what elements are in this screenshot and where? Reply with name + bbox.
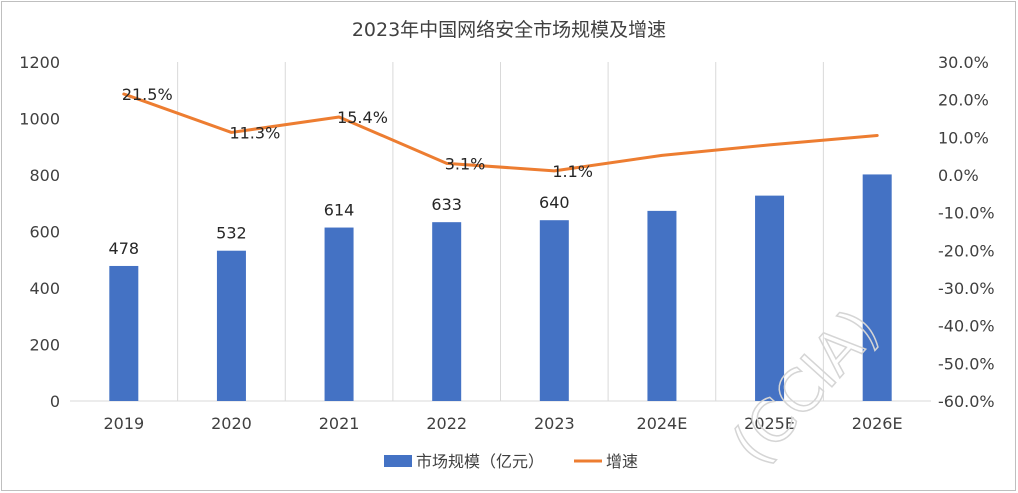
line-value-label: 3.1% bbox=[445, 154, 486, 173]
left-axis-tick-label: 400 bbox=[29, 279, 60, 298]
line-value-label: 1.1% bbox=[552, 162, 593, 181]
x-axis-tick-label: 2019 bbox=[103, 414, 144, 433]
left-axis-tick-label: 1200 bbox=[19, 53, 60, 72]
grid-lines bbox=[70, 62, 931, 402]
bar-value-label: 614 bbox=[324, 201, 355, 220]
bar-value-label: 478 bbox=[109, 239, 140, 258]
right-axis-tick-label: 30.0% bbox=[938, 53, 989, 72]
bar-value-label: 640 bbox=[539, 193, 570, 212]
bar bbox=[539, 220, 569, 401]
bar bbox=[647, 210, 677, 401]
right-axis-tick-label: 10.0% bbox=[938, 128, 989, 147]
bar bbox=[324, 227, 354, 401]
line-value-label: 21.5% bbox=[122, 85, 173, 104]
bar bbox=[432, 222, 462, 401]
bar-value-label: 633 bbox=[431, 195, 462, 214]
x-axis-tick-label: 2026E bbox=[852, 414, 903, 433]
bar bbox=[109, 265, 139, 401]
right-axis-tick-label: -50.0% bbox=[938, 354, 995, 373]
left-axis-tick-label: 600 bbox=[29, 223, 60, 242]
x-axis-ticks: 2019 2020 2021 2022 2023 2024E 2025E 2026E bbox=[103, 414, 902, 433]
left-axis-tick-label: 1000 bbox=[19, 110, 60, 129]
legend: 市场规模（亿元） 增速 bbox=[384, 452, 638, 471]
bar bbox=[755, 195, 785, 401]
bar bbox=[862, 174, 892, 401]
legend-bar-swatch bbox=[384, 455, 412, 467]
right-axis-ticks: -60.0% -50.0% -40.0% -30.0% -20.0% -10.0% 0.0%… bbox=[938, 53, 995, 411]
x-axis-tick-label: 2020 bbox=[211, 414, 252, 433]
line-value-label: 11.3% bbox=[229, 123, 280, 142]
bar-value-label: 532 bbox=[216, 224, 247, 243]
data-labels: 478 532 614 633 640 21.5% 11.3% 15.4% 3.1% 1.1% bbox=[109, 85, 593, 258]
chart-title: 2023年中国网络安全市场规模及增速 bbox=[352, 19, 666, 41]
growth-line bbox=[122, 92, 879, 173]
right-axis-tick-label: -60.0% bbox=[938, 392, 995, 411]
x-axis-tick-label: 2023 bbox=[534, 414, 575, 433]
x-axis-tick-label: 2022 bbox=[426, 414, 467, 433]
bar bbox=[216, 250, 246, 401]
bar-series bbox=[109, 174, 892, 401]
left-axis-tick-label: 0 bbox=[50, 392, 60, 411]
x-axis-tick-label: 2025E bbox=[744, 414, 795, 433]
left-axis-ticks: 0 200 400 600 800 1000 1200 bbox=[19, 53, 60, 411]
left-axis-tick-label: 800 bbox=[29, 166, 60, 185]
right-axis-tick-label: -40.0% bbox=[938, 317, 995, 336]
x-axis-tick-label: 2021 bbox=[319, 414, 360, 433]
legend-line-label: 增速 bbox=[606, 452, 638, 471]
right-axis-tick-label: -20.0% bbox=[938, 241, 995, 260]
right-axis-tick-label: -10.0% bbox=[938, 204, 995, 223]
line-series bbox=[122, 92, 879, 173]
right-axis-tick-label: 0.0% bbox=[938, 166, 979, 185]
line-value-label: 15.4% bbox=[337, 108, 388, 127]
legend-bar-label: 市场规模（亿元） bbox=[416, 452, 544, 471]
right-axis-tick-label: 20.0% bbox=[938, 91, 989, 110]
x-axis-tick-label: 2024E bbox=[637, 414, 688, 433]
right-axis-tick-label: -30.0% bbox=[938, 279, 995, 298]
left-axis-tick-label: 200 bbox=[29, 336, 60, 355]
